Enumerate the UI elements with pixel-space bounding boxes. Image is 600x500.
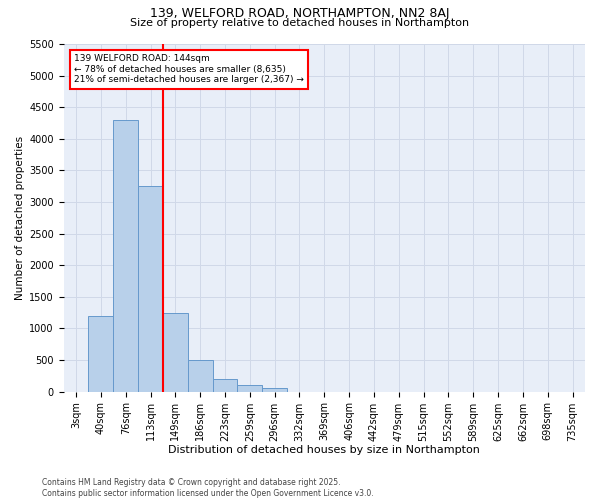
Text: 139 WELFORD ROAD: 144sqm
← 78% of detached houses are smaller (8,635)
21% of sem: 139 WELFORD ROAD: 144sqm ← 78% of detach… [74,54,304,84]
Bar [138,186,163,392]
Bar [188,360,212,392]
Text: 139, WELFORD ROAD, NORTHAMPTON, NN2 8AJ: 139, WELFORD ROAD, NORTHAMPTON, NN2 8AJ [150,8,450,20]
Bar [238,386,262,392]
X-axis label: Distribution of detached houses by size in Northampton: Distribution of detached houses by size … [169,445,480,455]
Bar [163,312,188,392]
Bar [212,379,238,392]
Text: Size of property relative to detached houses in Northampton: Size of property relative to detached ho… [130,18,470,28]
Text: Contains HM Land Registry data © Crown copyright and database right 2025.
Contai: Contains HM Land Registry data © Crown c… [42,478,374,498]
Bar [88,316,113,392]
Y-axis label: Number of detached properties: Number of detached properties [15,136,25,300]
Bar [262,388,287,392]
Bar [113,120,138,392]
